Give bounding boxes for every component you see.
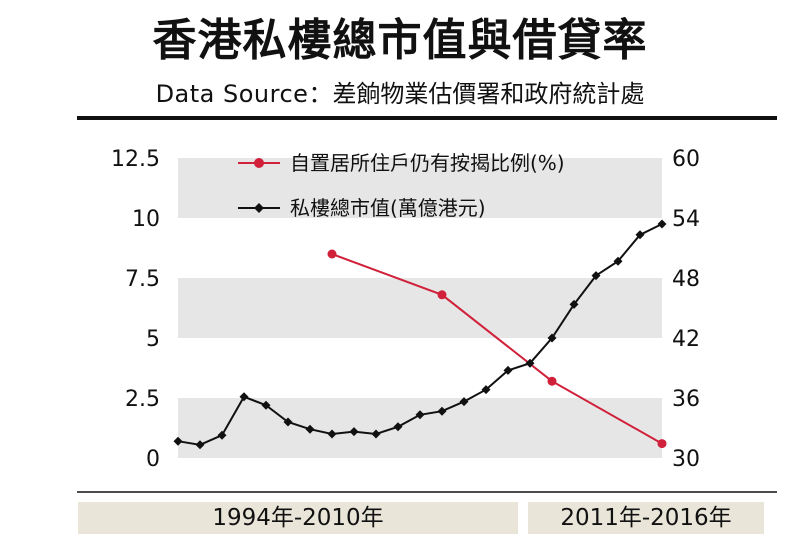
data-point [195, 440, 205, 450]
y-left-tick-label: 0 [146, 447, 160, 472]
y-right-tick-label: 60 [672, 147, 700, 172]
y-axis-right: 60 54 48 42 36 30 [672, 147, 700, 472]
data-source-label: Data Source [155, 80, 309, 108]
period-label-2011-2016: 2011年-2016年 [528, 502, 764, 534]
legend-marker [254, 158, 264, 168]
data-point [283, 417, 293, 427]
data-point [239, 392, 249, 402]
data-source-line: Data Source：差餉物業估價署和政府統計處 [0, 74, 800, 109]
y-left-tick-label: 7.5 [125, 267, 160, 292]
data-point [635, 230, 645, 240]
y-left-tick-label: 12.5 [111, 147, 160, 172]
data-point [305, 424, 315, 434]
period-label-1994-2010: 1994年-2010年 [78, 502, 518, 534]
legend-label: 私樓總市值(萬億港元) [290, 196, 486, 220]
series-line [331, 253, 663, 445]
grid-band [178, 278, 662, 338]
y-left-tick-label: 10 [132, 207, 160, 232]
data-point [525, 358, 535, 368]
data-point [173, 436, 183, 446]
data-point [261, 400, 271, 410]
data-point [415, 410, 425, 420]
data-point [503, 365, 513, 375]
data-point [591, 271, 601, 281]
data-point [437, 290, 447, 300]
y-left-tick-label: 2.5 [125, 387, 160, 412]
data-point [371, 429, 381, 439]
data-point [349, 427, 359, 437]
data-source-text: 差餉物業估價署和政府統計處 [332, 80, 645, 108]
y-axis-left: 12.5 10 7.5 5 2.5 0 [111, 147, 160, 472]
series-market-value [173, 219, 667, 450]
data-point [547, 376, 557, 386]
data-point [393, 422, 403, 432]
series-mortgage-ratio [327, 249, 667, 449]
legend: 自置居所住戶仍有按揭比例(%) 私樓總市值(萬億港元) [238, 151, 565, 220]
data-point [459, 397, 469, 407]
legend-marker [254, 203, 264, 213]
chart-title: 香港私樓總市值與借貸率 [152, 15, 648, 66]
data-source-colon: ： [308, 80, 333, 108]
data-point [327, 249, 337, 259]
data-point [327, 429, 337, 439]
y-right-tick-label: 54 [672, 207, 700, 232]
data-point [437, 406, 447, 416]
y-right-tick-label: 36 [672, 387, 700, 412]
data-point [481, 385, 491, 395]
data-point [657, 439, 667, 449]
data-point [613, 256, 623, 266]
y-right-tick-label: 30 [672, 447, 700, 472]
title-rule [77, 116, 777, 120]
grid-band [178, 398, 662, 458]
legend-label: 自置居所住戶仍有按揭比例(%) [290, 151, 565, 175]
data-point [217, 430, 227, 440]
data-point [657, 219, 667, 229]
y-right-tick-label: 42 [672, 327, 700, 352]
data-point [569, 299, 579, 309]
y-left-tick-label: 5 [146, 327, 160, 352]
y-right-tick-label: 48 [672, 267, 700, 292]
data-point [547, 333, 557, 343]
